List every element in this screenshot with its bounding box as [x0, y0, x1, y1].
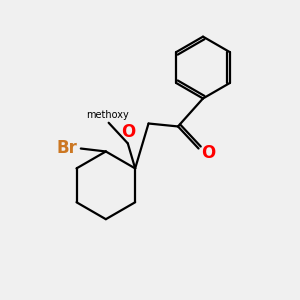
Text: Br: Br [56, 139, 77, 157]
Text: methoxy: methoxy [86, 110, 129, 120]
Text: O: O [121, 123, 135, 141]
Text: O: O [202, 144, 216, 162]
